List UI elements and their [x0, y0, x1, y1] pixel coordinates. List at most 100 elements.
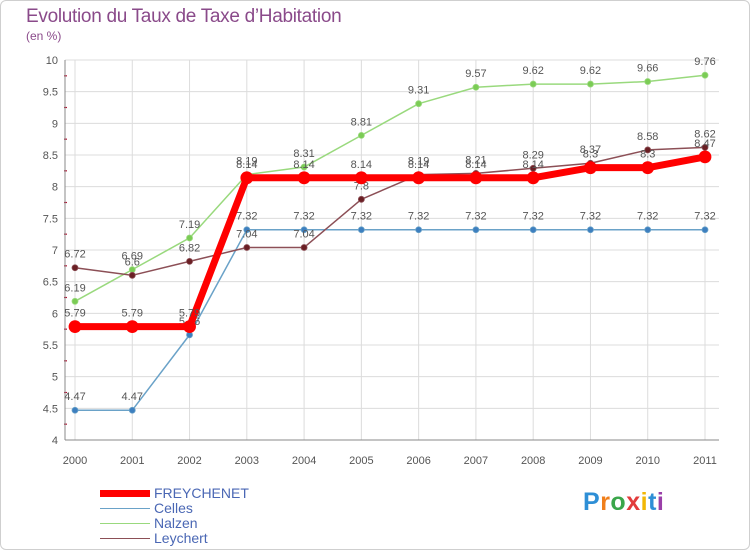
data-point [243, 244, 251, 251]
data-label: 7.32 [293, 211, 314, 223]
x-tick-label: 2006 [406, 455, 430, 467]
data-label: 7.32 [465, 211, 486, 223]
legend-swatch-nalzen [100, 523, 150, 524]
legend-item-celles: Celles [100, 500, 300, 516]
data-label: 8.14 [465, 159, 486, 171]
data-label: 7.32 [351, 211, 372, 223]
y-tick-label: 4 [52, 435, 58, 447]
legend-item-freychenet: FREYCHENET [100, 485, 300, 501]
data-point [357, 131, 365, 139]
logo-letter: i [656, 488, 665, 516]
data-point [698, 150, 712, 164]
data-point [357, 195, 365, 203]
series-line-celles [75, 228, 705, 411]
x-tick-label: 2001 [120, 455, 144, 467]
x-tick-label: 2004 [292, 455, 316, 467]
data-point [297, 171, 311, 185]
data-point [529, 80, 537, 88]
data-point [125, 320, 139, 334]
data-point [644, 78, 652, 85]
data-label: 9.62 [580, 65, 601, 77]
y-tick-label: 6 [52, 308, 58, 320]
x-tick-label: 2009 [578, 455, 602, 467]
proxiti-logo: Proxiti [583, 488, 664, 517]
data-label: 8.19 [236, 156, 257, 168]
data-point [526, 171, 540, 185]
data-label: 7.32 [580, 211, 601, 223]
legend-swatch-celles [100, 508, 150, 509]
data-point [644, 146, 652, 154]
data-point [701, 143, 709, 151]
logo-letter: x [626, 488, 641, 516]
data-label: 7.32 [694, 211, 715, 223]
legend-label-celles: Celles [154, 500, 193, 516]
legend-swatch-freychenet [100, 490, 150, 497]
y-tick-label: 5 [52, 372, 58, 384]
data-label: 8.29 [522, 149, 543, 161]
data-label: 8.14 [236, 159, 257, 171]
data-point [128, 406, 136, 414]
data-label: 5.79 [64, 308, 85, 320]
data-point [71, 264, 79, 272]
chart-title: Evolution du Taux de Taxe d’Habitation [26, 6, 342, 27]
y-tick-label: 7.5 [43, 213, 58, 225]
y-tick-label: 5.5 [43, 340, 58, 352]
data-point [68, 320, 82, 334]
data-point [415, 100, 423, 108]
data-label: 8.14 [522, 159, 543, 171]
data-label: 7.32 [522, 211, 543, 223]
data-label: 6.72 [64, 249, 85, 261]
data-label: 7.32 [408, 211, 429, 223]
logo-letter: i [640, 488, 649, 516]
legend-label-freychenet: FREYCHENET [154, 485, 249, 501]
data-point [128, 271, 136, 279]
data-label: 8.19 [408, 156, 429, 168]
data-point [412, 171, 426, 185]
legend: FREYCHENET Celles Nalzen Leychert [100, 485, 300, 546]
data-label: 8.47 [694, 138, 715, 150]
data-label: 6.69 [122, 251, 143, 263]
data-label: 8.58 [637, 131, 658, 143]
data-label: 8.14 [408, 159, 429, 171]
y-tick-label: 7 [52, 245, 58, 257]
data-label: 9.62 [522, 65, 543, 77]
data-label: 7.32 [637, 211, 658, 223]
x-tick-label: 2002 [177, 455, 201, 467]
data-label: 9.57 [465, 68, 486, 80]
logo-letter: o [610, 488, 627, 516]
data-point [641, 161, 655, 175]
data-point [469, 171, 483, 185]
data-point [584, 161, 597, 175]
legend-item-nalzen: Nalzen [100, 515, 300, 531]
data-point [186, 234, 193, 242]
data-label: 7.19 [179, 219, 200, 231]
series-line-nalzen [74, 74, 706, 302]
data-label: 8.81 [351, 116, 372, 128]
data-label: 8.31 [293, 148, 314, 160]
legend-swatch-leychert [100, 538, 150, 539]
logo-letter: r [600, 488, 611, 516]
data-point [644, 226, 652, 234]
logo-letter: t [648, 488, 657, 516]
data-point [71, 406, 79, 414]
y-tick-label: 6.5 [43, 277, 58, 289]
legend-label-nalzen: Nalzen [154, 515, 198, 531]
data-point [472, 226, 480, 234]
data-point [357, 226, 365, 234]
series-line-leychert [74, 146, 706, 277]
data-label: 4.47 [64, 391, 85, 403]
data-point [529, 164, 537, 172]
data-point [300, 163, 308, 171]
y-tick-label: 10 [46, 55, 58, 67]
data-label: 9.76 [694, 56, 715, 68]
data-point [472, 83, 480, 91]
data-point [183, 320, 196, 334]
data-label: 6.82 [179, 242, 200, 254]
data-label: 9.31 [408, 85, 429, 97]
data-point [300, 244, 308, 251]
data-point [71, 297, 79, 305]
data-label: 7.04 [236, 228, 257, 240]
data-point [529, 226, 537, 234]
logo-letter: P [583, 488, 601, 516]
